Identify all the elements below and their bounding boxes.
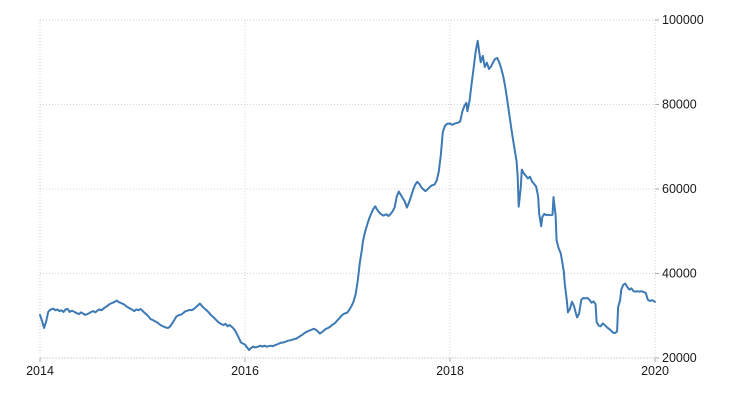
x-tick-label: 2016 bbox=[231, 364, 259, 378]
x-tick-label: 2020 bbox=[641, 364, 669, 378]
y-tick-label: 20000 bbox=[662, 351, 697, 365]
price-line bbox=[39, 39, 656, 351]
y-tick-label: 80000 bbox=[662, 98, 697, 112]
y-tick-label: 40000 bbox=[662, 267, 697, 281]
x-tick-label: 2014 bbox=[26, 364, 54, 378]
x-tick-label: 2018 bbox=[436, 364, 464, 378]
y-tick-label: 100000 bbox=[662, 13, 704, 27]
y-tick-label: 60000 bbox=[662, 182, 697, 196]
plot-border bbox=[39, 19, 656, 359]
